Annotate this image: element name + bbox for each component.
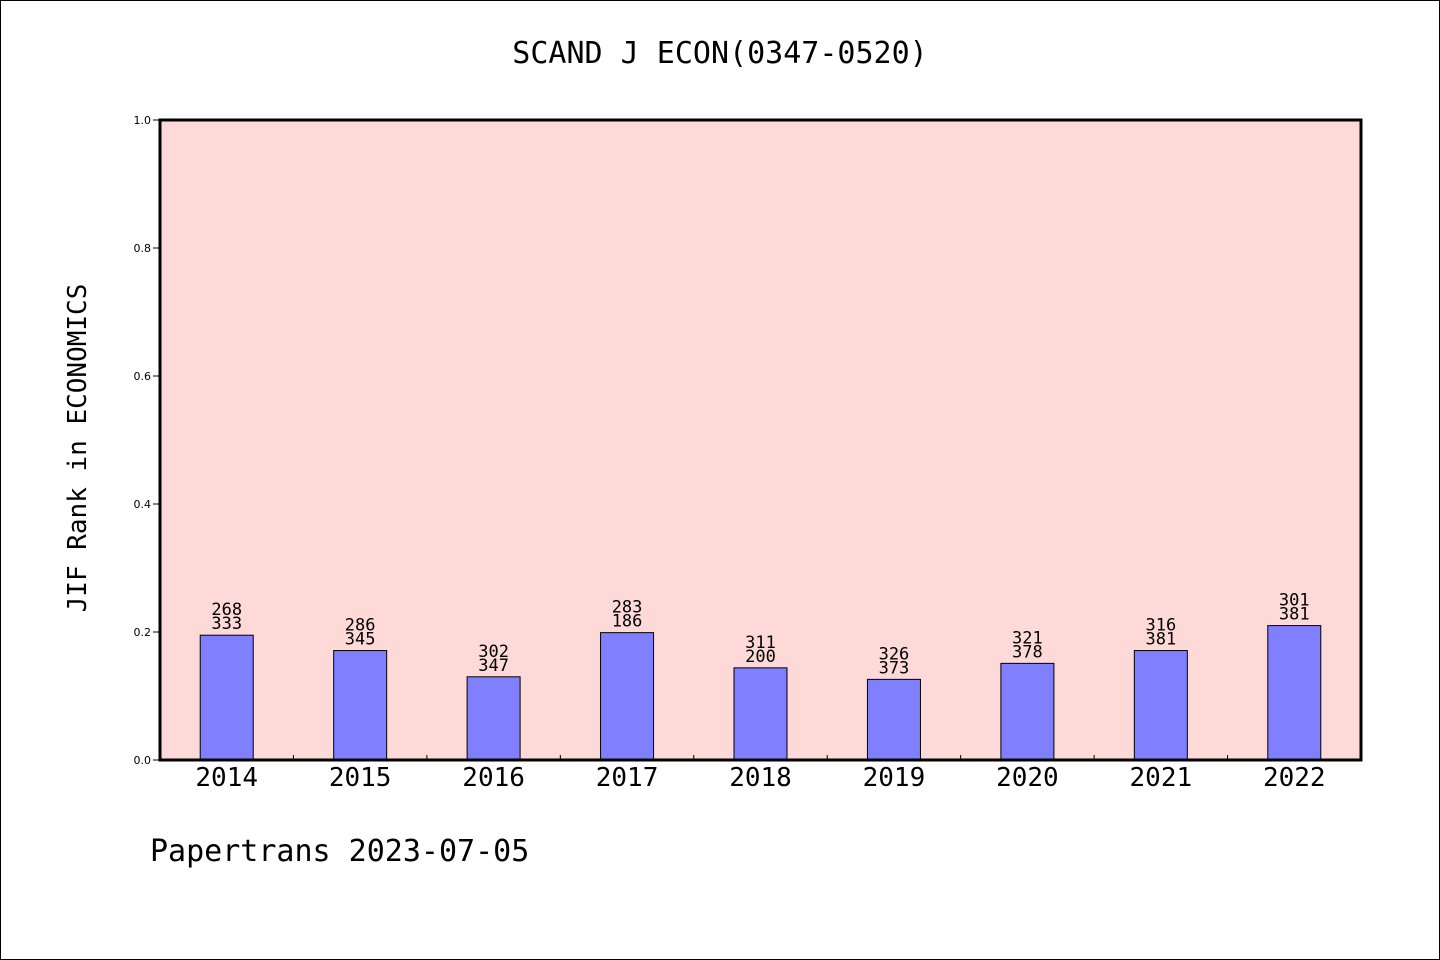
x-tick-label: 2018: [729, 763, 792, 793]
data-label-bottom: 345: [345, 630, 376, 650]
data-label-bottom: 333: [211, 614, 242, 634]
chart-title: SCAND J ECON(0347-0520): [512, 36, 928, 71]
data-label-bottom: 200: [745, 647, 776, 667]
y-tick-label: 0.2: [134, 626, 152, 639]
bar: [466, 676, 521, 761]
data-label-bottom: 378: [1012, 642, 1043, 662]
bar: [1267, 625, 1322, 761]
data-label-bottom: 381: [1145, 630, 1176, 650]
x-tick-label: 2017: [596, 763, 659, 793]
data-label-top: 316: [1145, 616, 1176, 636]
bar: [199, 634, 254, 761]
data-label-bottom: 373: [879, 658, 910, 678]
plot-border: [158, 118, 1363, 762]
bar: [1000, 662, 1055, 761]
y-tick-label: 0.6: [134, 370, 152, 383]
y-tick-label: 1.0: [134, 114, 152, 127]
y-tick-label: 0.0: [134, 754, 152, 767]
x-tick-label: 2022: [1263, 763, 1326, 793]
data-label-top: 326: [879, 644, 910, 664]
data-label-bottom: 186: [612, 612, 643, 632]
x-tick-label: 2015: [329, 763, 392, 793]
data-label-top: 301: [1279, 591, 1310, 611]
bar: [866, 678, 921, 761]
data-label-bottom: 347: [478, 656, 509, 676]
x-tick-label: 2014: [195, 763, 258, 793]
x-tick-label: 2021: [1130, 763, 1193, 793]
data-label-bottom: 381: [1279, 605, 1310, 625]
x-tick-label: 2019: [863, 763, 926, 793]
bar: [1133, 650, 1188, 761]
y-tick-label: 0.4: [134, 498, 152, 511]
y-tick-label: 0.8: [134, 242, 152, 255]
data-label-top: 286: [345, 616, 376, 636]
bar: [733, 667, 788, 761]
x-tick-label: 2016: [462, 763, 525, 793]
bar: [600, 632, 655, 761]
bar: [333, 650, 388, 761]
data-label-top: 302: [478, 642, 509, 662]
footer-credit: Papertrans 2023-07-05: [150, 834, 530, 869]
data-label-top: 311: [745, 633, 776, 653]
data-label-top: 283: [612, 598, 643, 618]
x-tick-label: 2020: [996, 763, 1059, 793]
data-label-top: 268: [211, 600, 242, 620]
data-label-top: 321: [1012, 628, 1043, 648]
